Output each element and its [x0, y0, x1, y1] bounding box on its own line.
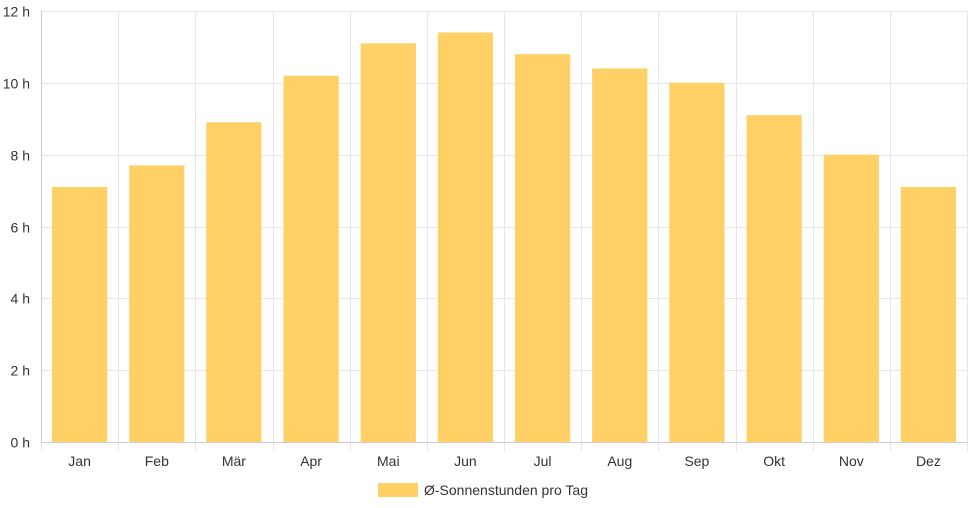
axes — [41, 11, 968, 451]
bar-okt[interactable] — [746, 115, 802, 442]
legend-swatch[interactable] — [378, 483, 418, 497]
bars — [52, 32, 956, 443]
legend[interactable]: Ø-Sonnenstunden pro Tag — [378, 482, 588, 498]
bar-jun[interactable] — [437, 32, 493, 443]
x-tick-label: Mär — [222, 453, 246, 469]
x-tick-label: Feb — [145, 453, 169, 469]
bar-mär[interactable] — [206, 122, 262, 443]
y-tick-label: 12 h — [3, 4, 30, 20]
bar-apr[interactable] — [283, 75, 339, 442]
y-tick-label: 4 h — [11, 291, 30, 307]
x-tick-labels: Jan Feb Mär Apr Mai Jun Jul Aug Sep Okt Nov Dez — [68, 453, 941, 469]
x-tick-label: Sep — [684, 453, 709, 469]
bar-dez[interactable] — [900, 187, 956, 442]
x-tick-label: Nov — [839, 453, 864, 469]
y-tick-label: 6 h — [11, 220, 30, 236]
bar-mai[interactable] — [360, 43, 416, 443]
y-tick-label: 8 h — [11, 148, 30, 164]
x-tick-label: Dez — [916, 453, 941, 469]
y-tick-label: 10 h — [3, 76, 30, 92]
bar-jan[interactable] — [52, 187, 108, 442]
legend-label[interactable]: Ø-Sonnenstunden pro Tag — [424, 482, 588, 498]
bar-aug[interactable] — [592, 68, 648, 443]
bar-jul[interactable] — [515, 54, 571, 442]
x-tick-label: Aug — [607, 453, 632, 469]
bar-nov[interactable] — [823, 154, 879, 442]
x-tick-label: Apr — [300, 453, 322, 469]
bar-feb[interactable] — [129, 165, 185, 442]
y-tick-label: 2 h — [11, 363, 30, 379]
x-tick-label: Jan — [68, 453, 91, 469]
x-tick-label: Mai — [377, 453, 400, 469]
grid-lines — [41, 11, 968, 442]
y-tick-labels: 0 h 2 h 4 h 6 h 8 h 10 h 12 h — [3, 4, 30, 451]
x-tick-label: Jun — [454, 453, 477, 469]
x-tick-label: Jul — [534, 453, 552, 469]
x-tick-label: Okt — [763, 453, 785, 469]
y-tick-label: 0 h — [11, 435, 30, 451]
bar-sep[interactable] — [669, 82, 725, 443]
